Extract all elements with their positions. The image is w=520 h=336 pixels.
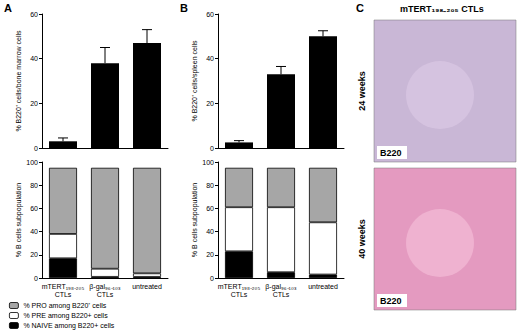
svg-text:100: 100: [202, 159, 214, 166]
svg-text:CTLs: CTLs: [273, 291, 290, 298]
svg-text:% NAIVE among B220+ cells: % NAIVE among B220+ cells: [23, 322, 114, 330]
svg-text:% B220⁺ cells/bone marrow cell: % B220⁺ cells/bone marrow cells: [15, 30, 22, 132]
svg-text:β-gal₉₆₋₁₀₃: β-gal₉₆₋₁₀₃: [89, 283, 121, 291]
svg-text:60: 60: [206, 205, 214, 212]
svg-text:40 weeks: 40 weeks: [357, 219, 367, 259]
svg-text:CTLs: CTLs: [97, 291, 114, 298]
svg-text:0: 0: [210, 145, 214, 152]
svg-text:40: 40: [206, 228, 214, 235]
svg-text:60: 60: [30, 205, 38, 212]
svg-text:CTLs: CTLs: [55, 291, 72, 298]
svg-text:0: 0: [210, 275, 214, 282]
svg-text:% B cells subpopulation: % B cells subpopulation: [15, 183, 23, 257]
svg-text:A: A: [4, 2, 12, 14]
svg-text:% B220⁺ cells/spleen cells: % B220⁺ cells/spleen cells: [191, 40, 199, 121]
svg-text:20: 20: [206, 251, 214, 258]
svg-text:80: 80: [206, 182, 214, 189]
svg-text:untreated: untreated: [132, 283, 162, 290]
svg-text:20: 20: [30, 100, 38, 107]
svg-text:C: C: [356, 2, 364, 14]
svg-text:100: 100: [26, 159, 38, 166]
svg-text:mTERT₁₉₈₋₂₀₅: mTERT₁₉₈₋₂₀₅: [42, 283, 85, 290]
svg-text:B: B: [180, 2, 188, 14]
svg-text:0: 0: [34, 275, 38, 282]
svg-text:B220: B220: [380, 148, 402, 158]
svg-text:40: 40: [30, 55, 38, 62]
svg-text:mTERT₁₉₈₋₂₀₅ CTLs: mTERT₁₉₈₋₂₀₅ CTLs: [400, 4, 484, 14]
svg-text:β-gal₉₆₋₁₀₃: β-gal₉₆₋₁₀₃: [265, 283, 297, 291]
svg-text:% PRE among B220+ cells: % PRE among B220+ cells: [23, 312, 108, 320]
svg-text:mTERT₁₉₈₋₂₀₅: mTERT₁₉₈₋₂₀₅: [218, 283, 261, 290]
svg-text:% B cells subpopulation: % B cells subpopulation: [191, 183, 199, 257]
svg-text:60: 60: [206, 11, 214, 18]
svg-text:0: 0: [34, 145, 38, 152]
svg-text:80: 80: [30, 182, 38, 189]
svg-text:20: 20: [206, 100, 214, 107]
svg-text:untreated: untreated: [308, 283, 338, 290]
svg-text:20: 20: [30, 251, 38, 258]
svg-text:60: 60: [30, 11, 38, 18]
svg-text:B220: B220: [380, 296, 402, 306]
svg-text:% PRO among B220⁺ cells: % PRO among B220⁺ cells: [23, 302, 106, 310]
svg-text:CTLs: CTLs: [231, 291, 248, 298]
svg-text:40: 40: [30, 228, 38, 235]
svg-text:24 weeks: 24 weeks: [357, 71, 367, 111]
svg-text:40: 40: [206, 55, 214, 62]
